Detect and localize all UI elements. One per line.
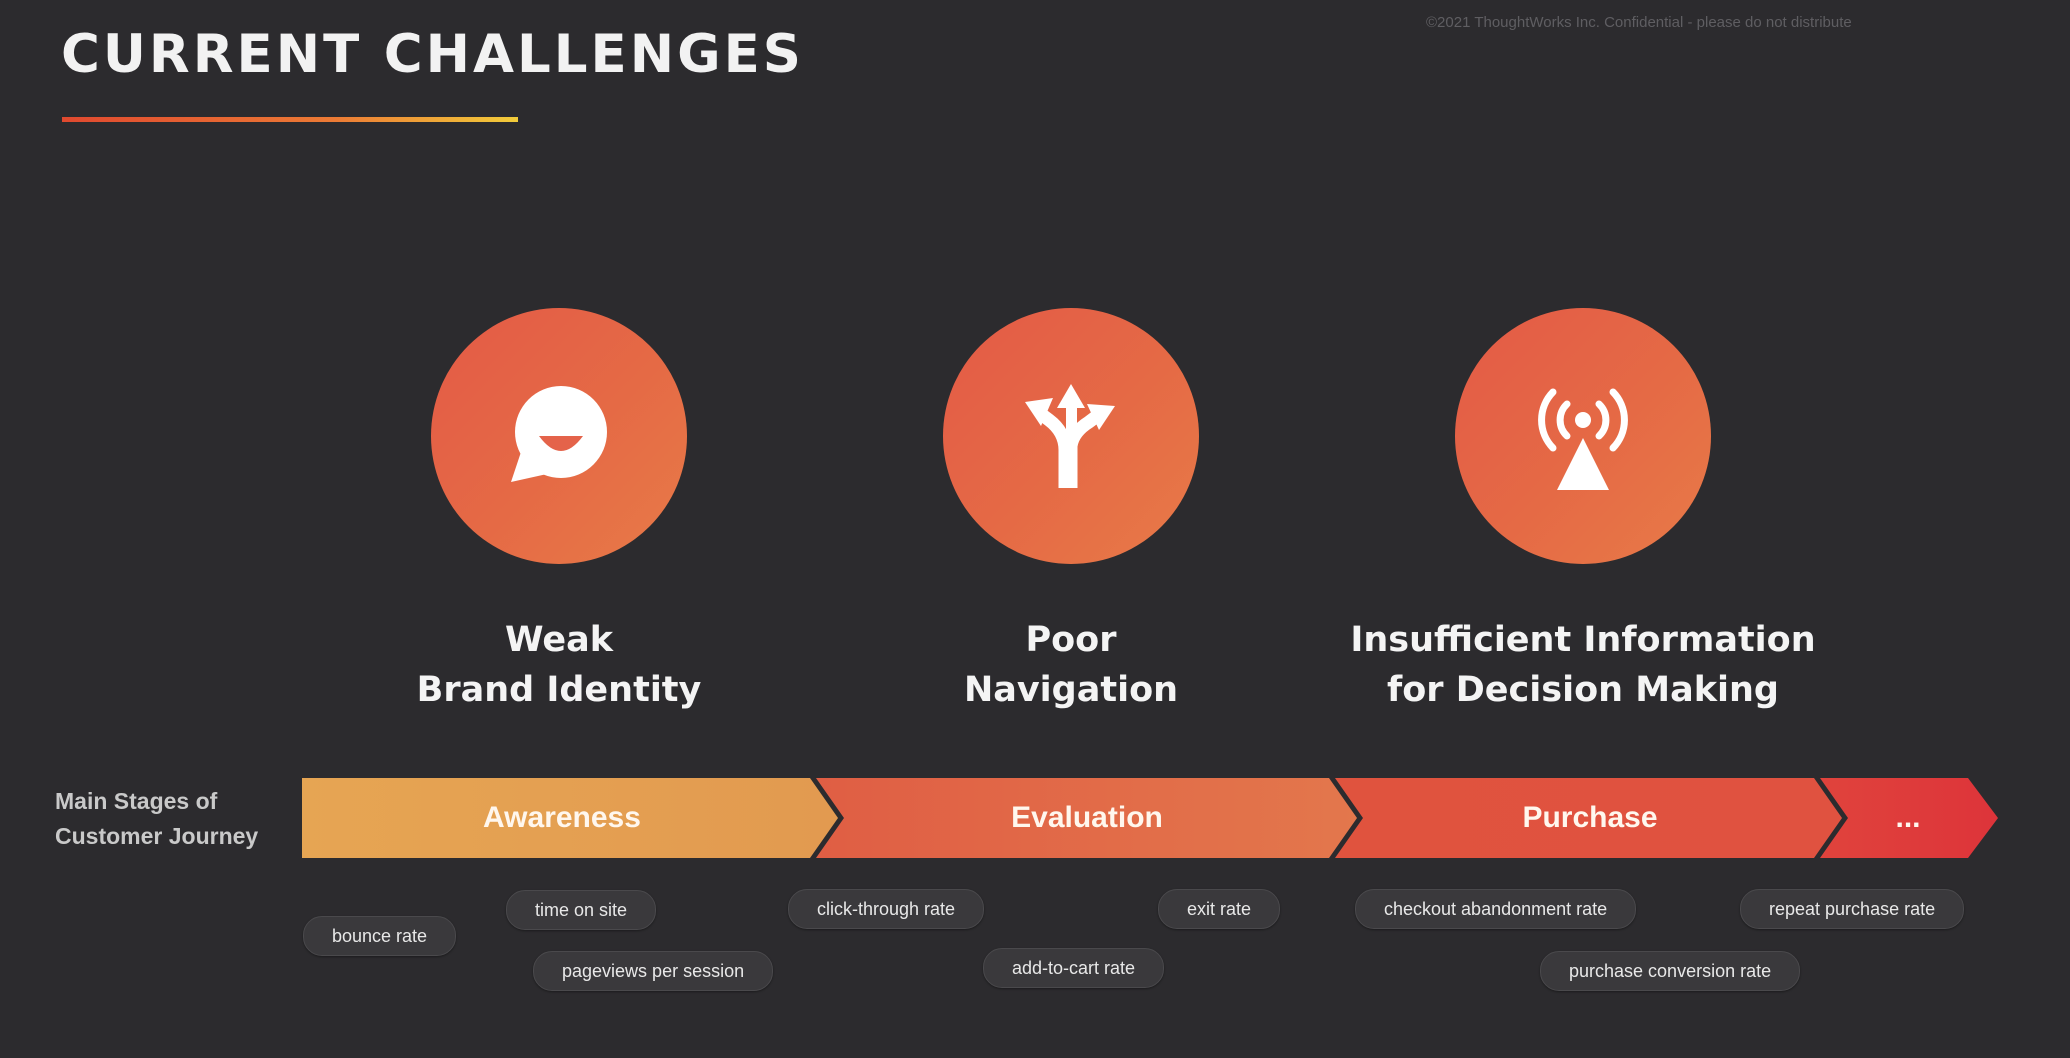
journey-label-line: Main Stages of: [55, 788, 218, 814]
challenge-title-3: Insufficient Information for Decision Ma…: [1323, 615, 1843, 715]
metric-pill-pageviews-per-session: pageviews per session: [533, 951, 774, 991]
metric-pill-add-to-cart-rate: add-to-cart rate: [983, 948, 1165, 988]
metric-pill-bounce-rate: bounce rate: [303, 916, 457, 956]
customer-journey-bar: Awareness Evaluation Purchase ...: [302, 778, 2002, 858]
challenge-title-line: for Decision Making: [1387, 670, 1779, 710]
journey-label-line: Customer Journey: [55, 823, 259, 849]
stage-label-more: ...: [1895, 801, 1921, 834]
journey-label: Main Stages of Customer Journey: [55, 784, 258, 854]
metric-pill-time-on-site: time on site: [506, 890, 657, 930]
challenge-title-line: Navigation: [963, 670, 1179, 710]
journey-arrows: [302, 778, 1998, 858]
broadcast-tower-icon: [1538, 388, 1628, 490]
copyright-notice: ©2021 ThoughtWorks Inc. Confidential - p…: [1426, 14, 1852, 31]
stage-arrow-awareness: [302, 778, 838, 858]
challenge-icon-circle-1: [431, 308, 687, 564]
stage-arrow-evaluation: [816, 778, 1357, 858]
challenge-title-line: Weak: [505, 620, 613, 660]
stage-label-purchase: Purchase: [1522, 801, 1658, 834]
title-underline: [62, 117, 518, 122]
challenge-icon-circle-3: [1455, 308, 1711, 564]
chat-bubble-icon: [511, 386, 607, 482]
stage-label-awareness: Awareness: [483, 801, 641, 834]
stage-label-evaluation: Evaluation: [1011, 801, 1163, 834]
challenge-title-1: Weak Brand Identity: [299, 615, 819, 715]
challenge-title-line: Brand Identity: [416, 670, 702, 710]
fork-arrows-icon: [1025, 384, 1115, 488]
challenge-title-line: Insufficient Information: [1350, 620, 1816, 660]
challenge-title-2: Poor Navigation: [811, 615, 1331, 715]
stage-arrow-purchase: [1335, 778, 1842, 858]
challenge-title-line: Poor: [1025, 620, 1117, 660]
slide-title: CURRENT CHALLENGES: [61, 24, 804, 85]
metric-pill-exit-rate: exit rate: [1158, 889, 1281, 929]
challenge-icon-circle-2: [943, 308, 1199, 564]
metric-pill-checkout-abandonment-rate: checkout abandonment rate: [1355, 889, 1637, 929]
stage-arrow-more: [1820, 778, 1998, 858]
metric-pill-repeat-purchase-rate: repeat purchase rate: [1740, 889, 1965, 929]
metric-pill-purchase-conversion-rate: purchase conversion rate: [1540, 951, 1801, 991]
metric-pill-click-through-rate: click-through rate: [788, 889, 985, 929]
